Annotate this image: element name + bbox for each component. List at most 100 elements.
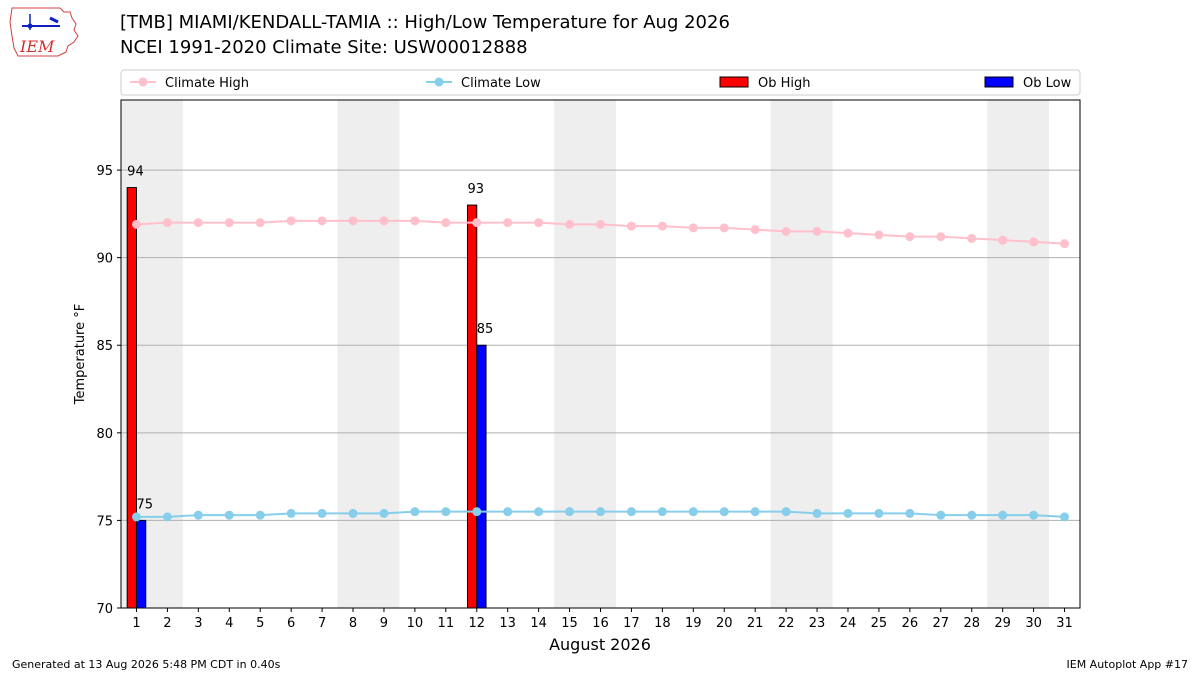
climate-high-point [317,216,327,226]
x-tick-label: 15 [561,616,578,631]
weekend-band [554,100,616,608]
climate-low-point [626,507,636,517]
x-tick-label: 18 [654,616,671,631]
climate-high-legend-marker [138,77,148,87]
climate-high-point [781,226,791,236]
climate-low-point [967,510,977,520]
x-tick-label: 21 [747,616,764,631]
x-tick-label: 17 [623,616,640,631]
weekend-band [337,100,400,608]
x-tick-label: 20 [716,616,733,631]
y-tick-label: 80 [96,427,113,442]
climate-high-point [843,228,853,238]
climate-high-point [131,219,141,229]
series-lines [131,216,1070,522]
x-axis: 1 2 3 4 5 6 7 8 9 10 11 12 13 14 15 16 17 18 19 20 21 22 23 24 2… [132,608,1073,631]
x-tick-label: 22 [778,616,795,631]
climate-low-point [812,508,822,518]
x-tick-label: 9 [380,616,388,631]
ob-low-bar [135,519,147,609]
climate-low-point [750,507,760,517]
climate-low-legend-marker [434,77,444,87]
climate-low-point [596,507,605,517]
y-axis-label: Temperature °F [73,304,88,405]
climate-low-point [193,510,203,520]
app-credit: IEM Autoplot App #17 [1066,658,1189,671]
x-tick-label: 13 [499,616,516,631]
climate-high-point [657,221,667,231]
climate-low-point [255,510,265,520]
climate-low-point [534,507,544,517]
x-tick-label: 4 [225,616,233,631]
ob-high-bar [466,204,478,609]
ob-low-bar [476,344,487,609]
climate-low-point [503,507,513,517]
x-tick-label: 8 [349,616,357,631]
y-tick-label: 90 [96,252,113,267]
x-tick-label: 2 [163,616,171,631]
x-tick-label: 24 [840,616,857,631]
climate-high-point [626,221,636,231]
climate-low-point [441,507,451,517]
climate-high-point [565,219,575,229]
bar-value-label: 94 [127,165,144,180]
y-axis: 70 75 80 85 90 95 [96,164,121,617]
climate-high-point [472,218,482,228]
chart-subtitle: NCEI 1991-2020 Climate Site: USW00012888 [120,37,528,58]
climate-low-point [472,507,482,517]
climate-low-point [781,507,791,517]
bar-labels: 94 93 75 85 [127,165,493,513]
weekend-shading [121,100,1050,608]
legend: Climate High Climate Low Ob High Ob Low [120,69,1081,96]
climate-low-point [131,512,141,522]
x-tick-label: 6 [287,616,295,631]
climate-high-point [812,226,822,236]
climate-high-point [348,216,358,226]
climate-low-point [317,508,327,518]
climate-high-point [379,216,389,226]
climate-low-point [162,512,172,522]
climate-high-point [193,218,203,228]
climate-low-point [843,508,853,518]
x-axis-label: August 2026 [549,635,651,654]
climate-high-legend-label: Climate High [165,76,249,91]
climate-high-point [503,218,513,228]
climate-high-point [719,223,729,233]
ob-high-legend-swatch [719,76,749,88]
ob-low-legend-label: Ob Low [1023,76,1072,91]
x-tick-label: 7 [318,616,326,631]
climate-low-point [657,507,667,517]
x-tick-label: 28 [963,616,980,631]
x-tick-label: 14 [530,616,547,631]
gridlines [121,169,1080,521]
climate-high-point [441,218,451,228]
ob-high-bar [126,187,137,609]
x-tick-label: 11 [438,616,455,631]
plot-area: 94 93 75 85 [120,99,1081,609]
bar-value-label: 85 [477,322,494,337]
climate-high-point [162,218,172,228]
climate-high-point [224,218,234,228]
climate-low-point [998,510,1008,520]
y-tick-label: 75 [96,514,113,529]
climate-high-point [688,223,698,233]
x-tick-label: 16 [592,616,609,631]
climate-high-point [750,225,760,235]
climate-low-point [1060,512,1070,522]
climate-low-point [348,508,358,518]
climate-low-legend-label: Climate Low [461,76,541,91]
ob-low-legend-swatch [984,76,1014,88]
chart-title: [TMB] MIAMI/KENDALL-TAMIA :: High/Low Te… [120,12,730,33]
x-tick-label: 26 [902,616,919,631]
climate-high-point [936,232,946,242]
x-tick-label: 1 [132,616,140,631]
climate-high-point [1029,237,1039,247]
climate-high-point [1060,239,1070,249]
x-tick-label: 12 [468,616,485,631]
climate-high-point [967,233,977,243]
climate-low-point [905,508,915,518]
iem-logo: IEM [9,7,79,57]
climate-low-point [379,508,389,518]
x-tick-label: 10 [407,616,424,631]
climate-low-point [410,507,420,517]
